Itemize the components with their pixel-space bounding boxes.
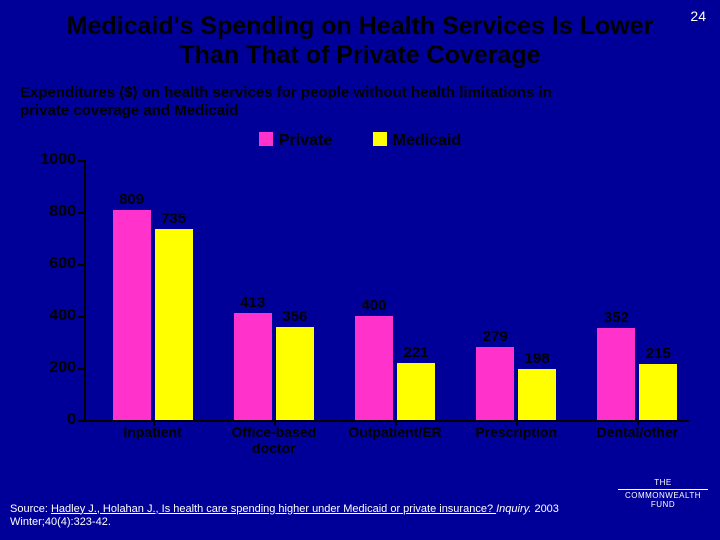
- bar: [113, 210, 151, 420]
- source-citation: Source: Hadley J., Holahan J., Is health…: [10, 503, 570, 531]
- category-label: Office-based doctor: [214, 424, 334, 456]
- bar-value-label: 221: [403, 344, 428, 361]
- category-label: Dental/other: [577, 424, 697, 440]
- commonwealth-fund-logo: THE COMMONWEALTH FUND: [618, 478, 708, 510]
- logo-line: FUND: [618, 500, 708, 510]
- source-prefix: Source:: [10, 503, 51, 515]
- bar-value-label: 413: [240, 294, 265, 311]
- bar: [597, 328, 635, 420]
- y-tick-label: 200: [36, 359, 76, 377]
- bar-value-label: 352: [604, 309, 629, 326]
- bar: [234, 313, 272, 420]
- legend-swatch: [259, 132, 273, 146]
- y-tick-mark: [78, 420, 84, 422]
- y-tick-label: 400: [36, 307, 76, 325]
- y-tick-label: 800: [36, 203, 76, 221]
- bar: [355, 316, 393, 420]
- bar: [155, 229, 193, 420]
- bar-value-label: 809: [119, 191, 144, 208]
- y-tick-label: 1000: [36, 151, 76, 169]
- source-authors: Hadley J., Holahan J., Is health care sp…: [51, 503, 496, 515]
- slide-title: Medicaid's Spending on Health Services I…: [0, 12, 720, 70]
- x-axis: [84, 420, 690, 422]
- y-tick-mark: [78, 160, 84, 162]
- category-label: Inpatient: [93, 424, 213, 440]
- logo-line: COMMONWEALTH: [618, 489, 708, 501]
- source-journal: Inquiry.: [496, 503, 531, 515]
- legend-item-private: Private: [259, 132, 332, 150]
- bar-value-label: 356: [282, 308, 307, 325]
- bar-value-label: 400: [361, 297, 386, 314]
- logo-line: THE: [618, 478, 708, 488]
- y-tick-label: 0: [36, 411, 76, 429]
- bar: [397, 363, 435, 420]
- y-tick-mark: [78, 368, 84, 370]
- chart-legend: Private Medicaid: [0, 132, 720, 150]
- y-tick-label: 600: [36, 255, 76, 273]
- y-tick-mark: [78, 264, 84, 266]
- bar-chart: 809 735 413 356 400 221 279 198 352 215 0 200 400 60…: [36, 160, 696, 450]
- legend-label: Medicaid: [393, 132, 461, 149]
- bar-value-label: 198: [525, 350, 550, 367]
- category-label: Prescription: [456, 424, 576, 440]
- bar-value-label: 279: [483, 328, 508, 345]
- bar: [518, 369, 556, 420]
- slide-subtitle: Expenditures ($) on health services for …: [20, 84, 580, 120]
- bar-value-label: 735: [161, 210, 186, 227]
- y-tick-mark: [78, 316, 84, 318]
- legend-swatch: [373, 132, 387, 146]
- bar: [476, 347, 514, 420]
- bar-value-label: 215: [646, 345, 671, 362]
- y-tick-mark: [78, 212, 84, 214]
- category-label: Outpatient/ER: [335, 424, 455, 440]
- y-axis: [84, 160, 86, 422]
- plot-area: 809 735 413 356 400 221 279 198 352 215: [84, 160, 690, 420]
- bar: [639, 364, 677, 420]
- legend-item-medicaid: Medicaid: [373, 132, 461, 150]
- bar: [276, 327, 314, 420]
- legend-label: Private: [279, 132, 332, 149]
